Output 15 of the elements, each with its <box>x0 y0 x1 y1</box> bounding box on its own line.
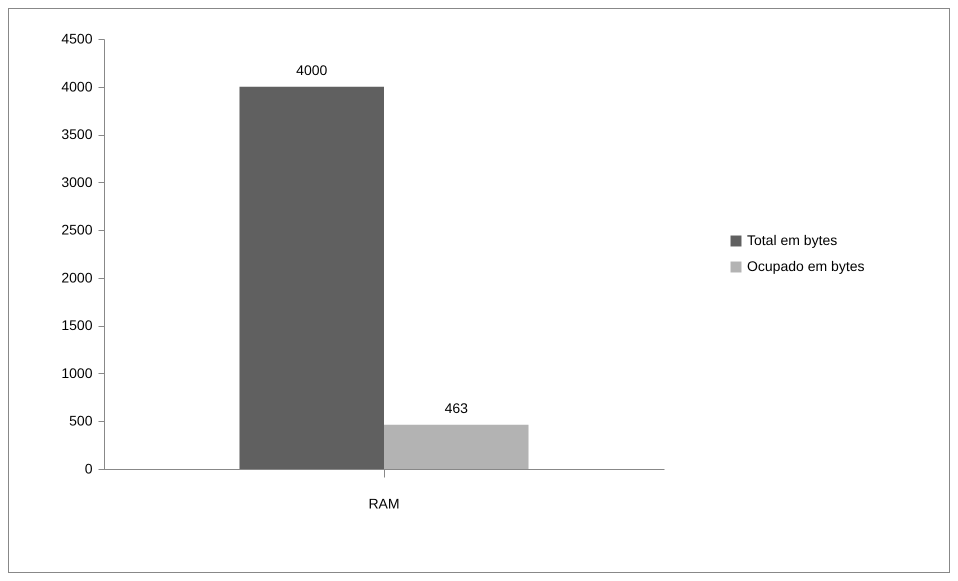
y-tick-label: 4500 <box>61 30 93 46</box>
legend-label: Total em bytes <box>747 232 838 248</box>
data-label: 4000 <box>296 62 328 78</box>
y-tick-label: 3000 <box>61 174 93 190</box>
y-tick-label: 1500 <box>61 317 93 334</box>
y-tick-label: 500 <box>69 412 93 429</box>
legend-label: Ocupado em bytes <box>747 258 865 274</box>
x-tick-label: RAM <box>368 496 400 512</box>
y-tick-label: 4000 <box>61 78 93 94</box>
y-tick-label: 3500 <box>61 126 93 142</box>
y-tick-label: 2000 <box>61 269 93 286</box>
y-tick-label: 2500 <box>61 222 93 238</box>
data-label: 463 <box>444 400 468 416</box>
y-tick-label: 0 <box>84 460 93 476</box>
y-tick-label: 1000 <box>61 364 93 381</box>
